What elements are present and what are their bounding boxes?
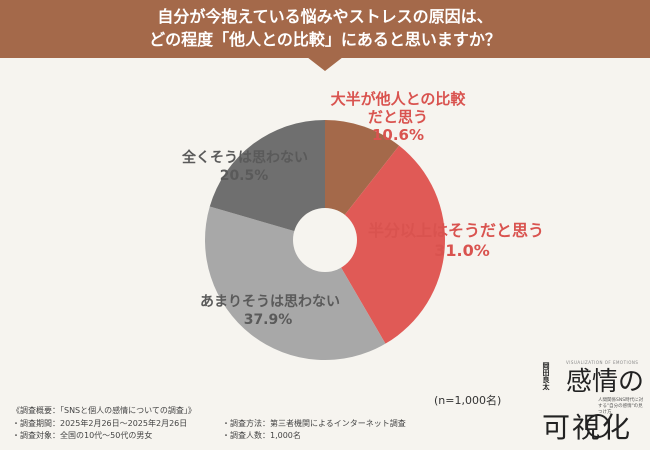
survey-overview: 《調査概要：「SNSと個人の感情についての調査」》 ・調査期間：2025年2月2…	[12, 405, 406, 443]
slice-value-0: 10.6%	[372, 126, 424, 144]
survey-title: 《調査概要：「SNSと個人の感情についての調査」》	[12, 406, 196, 415]
pie-slice-2	[205, 206, 386, 360]
survey-method: ・調査方法：第三者機関によるインターネット調査	[222, 418, 406, 428]
survey-details-col2: ・調査方法：第三者機関によるインターネット調査 ・調査人数：1,000名	[222, 418, 522, 443]
question-banner: 自分が今抱えている悩みやストレスの原因は、 どの程度「他人との比較」にあると思い…	[0, 0, 650, 58]
slice-label-1: 半分以上はそうだと思う	[368, 221, 544, 240]
slice-label-0-line-2: だと思う	[368, 108, 428, 126]
pie-slices	[205, 120, 445, 360]
sample-size-note: (n=1,000名)	[434, 394, 502, 407]
survey-count: ・調査人数：1,000名	[222, 431, 301, 440]
slice-value-3: 20.5%	[220, 168, 269, 184]
survey-period: ・調査期間：2025年2月26日〜2025年2月26日	[12, 418, 188, 428]
question-line-2: どの程度「他人との比較」にあると思いますか？	[149, 30, 501, 49]
book-logo: 岡田良太 VISUALIZATION OF EMOTIONS 感情の 人間関係S…	[540, 360, 646, 446]
pie-slice-3	[209, 120, 325, 240]
question-line-1: 自分が今抱えている悩みやストレスの原因は、	[157, 7, 493, 26]
slice-label-2: あまりそうは思わない	[200, 294, 340, 310]
pie-slice-1	[325, 145, 445, 344]
book-subtitle: 人間関係SNS時代に対する"自分の感情"の見つけ方	[598, 398, 644, 415]
slice-value-1: 31.0%	[434, 241, 490, 260]
slice-label-0-line-1: 大半が他人との比較	[331, 90, 467, 108]
book-title-top: 感情の	[566, 367, 645, 397]
book-author: 岡田良太	[542, 362, 550, 390]
donut-hole	[293, 208, 357, 272]
book-english-title: VISUALIZATION OF EMOTIONS	[566, 360, 639, 365]
slice-label-3: 全くそうは思わない	[181, 149, 308, 166]
banner-pointer	[307, 57, 343, 71]
slice-value-2: 37.9%	[244, 312, 293, 328]
magnifier-icon	[586, 414, 610, 438]
survey-target: ・調査対象：全国の10代〜50代の男女	[12, 431, 153, 440]
pie-slice-0	[325, 120, 400, 240]
